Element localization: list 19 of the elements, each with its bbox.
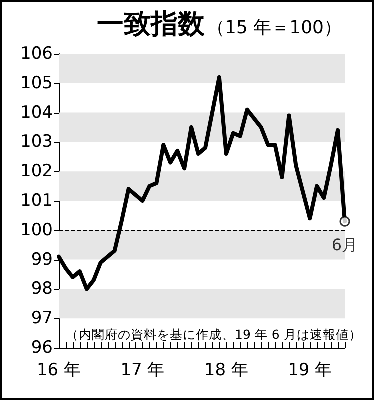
annotation: （内閣府の資料を基に作成、19 年 6 月は速報値） (66, 327, 362, 342)
y-tick-label: 101 (20, 191, 53, 211)
y-tick-label: 104 (20, 102, 53, 123)
y-tick-label: 99 (31, 250, 53, 270)
y-tick-label: 98 (31, 279, 53, 300)
y-tick-label: 106 (20, 44, 53, 64)
y-tick-label: 105 (20, 73, 53, 94)
y-tick-label: 96 (31, 338, 53, 358)
annotation: 6月 (332, 235, 358, 254)
x-tick-label: 16 年 (36, 360, 82, 380)
y-tick-label: 103 (20, 132, 53, 152)
x-tick-label: 18 年 (204, 360, 248, 380)
y-tick-label: 100 (20, 220, 53, 240)
y-tick-label: 97 (31, 308, 53, 329)
x-tick-label: 17 年 (120, 360, 165, 380)
chart-subtitle: （15 年＝100） (207, 18, 342, 38)
chart-title: 一致指数 (97, 9, 206, 40)
y-tick-label: 102 (20, 162, 53, 182)
x-tick-label: 19 年 (288, 360, 332, 380)
